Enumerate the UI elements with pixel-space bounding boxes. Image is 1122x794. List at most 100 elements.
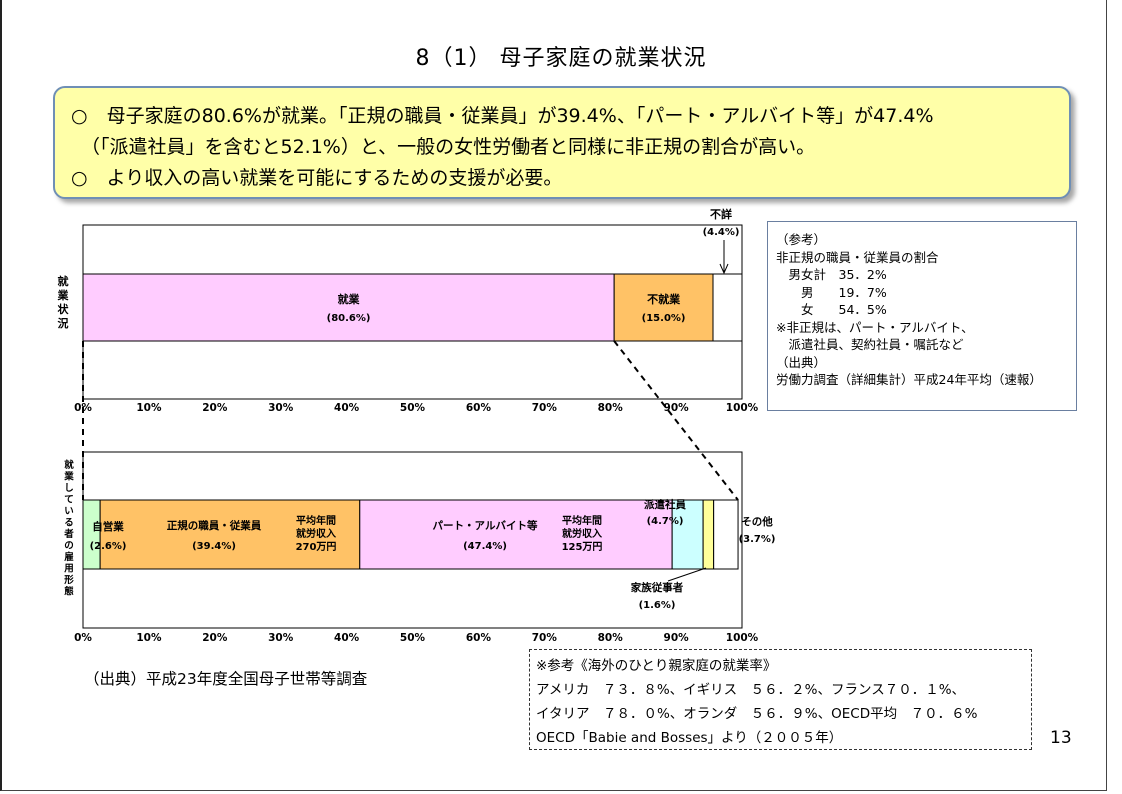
- y-axis-label-char: 就: [58, 274, 69, 288]
- x-tick-label: 10%: [136, 402, 162, 414]
- bar-segment: [99, 499, 361, 570]
- x-tick-label: 80%: [598, 632, 624, 644]
- segment-label: 不就業: [647, 292, 681, 306]
- x-tick-label: 60%: [466, 632, 492, 644]
- bar-segment: [359, 499, 673, 570]
- y-axis-label-char: 業: [57, 288, 70, 302]
- x-tick-label: 70%: [532, 402, 558, 414]
- bullet-icon: ○: [71, 105, 88, 127]
- bar-segment: [713, 499, 739, 570]
- reference-box: （参考） 非正規の職員・従業員の割合 男女計 35．2% 男 19．7% 女 54…: [767, 221, 1077, 411]
- segment-value-label: (2.6%): [90, 541, 127, 552]
- segment-value-label: (4.4%): [703, 227, 740, 238]
- overseas-line: ※参考《海外のひとり親家庭の就業率》: [536, 658, 777, 674]
- segment-label: パート・アルバイト等: [433, 519, 538, 532]
- x-tick-label: 50%: [400, 632, 426, 644]
- y-axis-label-char: い: [64, 506, 74, 517]
- callout-arrow: [667, 567, 707, 582]
- bar-segment: [82, 499, 101, 570]
- x-tick-label: 60%: [466, 402, 492, 414]
- segment-value-label: (47.4%): [463, 541, 507, 552]
- x-tick-label: 50%: [400, 402, 426, 414]
- y-axis-label-char: 者: [63, 528, 74, 540]
- y-axis-label-char: し: [64, 483, 74, 494]
- reference-line: 男女計 35．2%: [776, 267, 887, 282]
- x-tick-label: 40%: [334, 402, 360, 414]
- x-tick-label: 0%: [74, 632, 92, 644]
- x-tick-label: 30%: [268, 402, 294, 414]
- overseas-line: アメリカ ７３．８%、イギリス ５６．２%、フランス７０．１%、: [536, 682, 966, 698]
- x-tick-label: 90%: [664, 632, 690, 644]
- y-axis-label-char: 業: [63, 471, 74, 483]
- segment-value-label: (80.6%): [327, 313, 371, 324]
- y-axis-label-char: 態: [64, 586, 74, 598]
- income-note: 平均年間: [296, 514, 336, 527]
- segment-label: 派遣社員: [644, 498, 686, 511]
- x-tick-label: 40%: [334, 632, 360, 644]
- reference-line: ※非正規は、パート・アルバイト、: [776, 319, 974, 335]
- segment-value-label: (4.7%): [647, 516, 684, 527]
- y-axis-label-char: 就: [64, 459, 74, 471]
- segment-value-label: (1.6%): [639, 600, 676, 611]
- reference-line: 労働力調査（詳細集計）平成24年平均（速報）: [776, 372, 1042, 387]
- bullet-icon: ○: [71, 167, 88, 189]
- reference-line: 女 54．5%: [776, 302, 887, 317]
- y-axis-label-char: 状: [58, 302, 70, 316]
- x-tick-label: 30%: [268, 632, 294, 644]
- segment-label: その他: [741, 515, 773, 528]
- reference-line: （参考）: [776, 232, 827, 247]
- summary-text: 母子家庭の80.6%が就業。「正規の職員・従業員」が39.4%、「パート・アルバ…: [106, 105, 934, 127]
- bar-segment: [613, 273, 714, 342]
- connector-dashed-line: [613, 340, 739, 501]
- segment-label: 就業: [338, 292, 361, 306]
- income-note: 平均年間: [562, 514, 602, 527]
- x-tick-label: 90%: [664, 402, 690, 414]
- income-note: 125万円: [562, 541, 603, 553]
- y-axis-label-char: 形: [64, 574, 74, 586]
- bar-segment: [702, 499, 715, 570]
- reference-line: 派遣社員、契約社員・嘱託など: [776, 337, 964, 352]
- summary-text: （「派遣社員」を含むと52.1%）と、一般の女性労働者と同様に非正規の割合が高い…: [81, 136, 816, 158]
- x-tick-label: 10%: [136, 632, 162, 644]
- bar-segment: [712, 273, 743, 342]
- summary-text: より収入の高い就業を可能にするための支援が必要。: [106, 167, 563, 189]
- x-tick-label: 100%: [726, 402, 759, 414]
- income-note: 就労収入: [562, 527, 602, 540]
- bar-segment: [671, 499, 704, 570]
- y-axis-label-char: 況: [58, 316, 69, 330]
- segment-value-label: (39.4%): [192, 541, 236, 552]
- segment-label: 正規の職員・従業員: [167, 519, 262, 532]
- segment-label: 家族従事者: [631, 581, 684, 594]
- segment-value-label: (3.7%): [739, 534, 776, 545]
- reference-line: 男 19．7%: [776, 284, 887, 300]
- y-axis-label-char: て: [64, 495, 74, 506]
- x-tick-label: 20%: [202, 632, 228, 644]
- overseas-reference-box: ※参考《海外のひとり親家庭の就業率》 アメリカ ７３．８%、イギリス ５６．２%…: [529, 649, 1032, 750]
- x-tick-label: 80%: [598, 402, 624, 414]
- summary-line: ○ より収入の高い就業を可能にするための支援が必要。: [71, 163, 1055, 194]
- summary-box: ○ 母子家庭の80.6%が就業。「正規の職員・従業員」が39.4%、「パート・ア…: [53, 86, 1071, 199]
- slide-title: 8（1） 母子家庭の就業状況: [415, 46, 707, 71]
- summary-line: （「派遣社員」を含むと52.1%）と、一般の女性労働者と同様に非正規の割合が高い…: [71, 132, 1055, 163]
- bar-segment: [82, 273, 615, 342]
- income-note: 270万円: [296, 541, 337, 553]
- x-tick-label: 100%: [726, 632, 759, 644]
- x-tick-label: 20%: [202, 402, 228, 414]
- y-axis-label-char: 用: [63, 564, 74, 575]
- segment-label: 自営業: [92, 520, 124, 533]
- page-number: 13: [1050, 728, 1072, 748]
- y-axis-label-char: る: [64, 518, 74, 529]
- reference-line: （出典）: [776, 354, 827, 370]
- source-note: （出典）平成23年度全国母子世帯等調査: [84, 670, 368, 688]
- reference-line: 非正規の職員・従業員の割合: [776, 249, 939, 265]
- segment-value-label: (15.0%): [642, 313, 686, 324]
- income-note: 就労収入: [296, 527, 336, 540]
- segment-label: 不詳: [710, 207, 732, 221]
- overseas-line: OECD「Babie and Bosses」より（２００５年）: [536, 730, 843, 746]
- overseas-line: イタリア ７８．０%、オランダ ５６．９%、OECD平均 ７０．６%: [536, 706, 978, 722]
- y-axis-label-char: 雇: [64, 551, 74, 563]
- summary-line: ○ 母子家庭の80.6%が就業。「正規の職員・従業員」が39.4%、「パート・ア…: [71, 101, 1055, 132]
- x-tick-label: 70%: [532, 632, 558, 644]
